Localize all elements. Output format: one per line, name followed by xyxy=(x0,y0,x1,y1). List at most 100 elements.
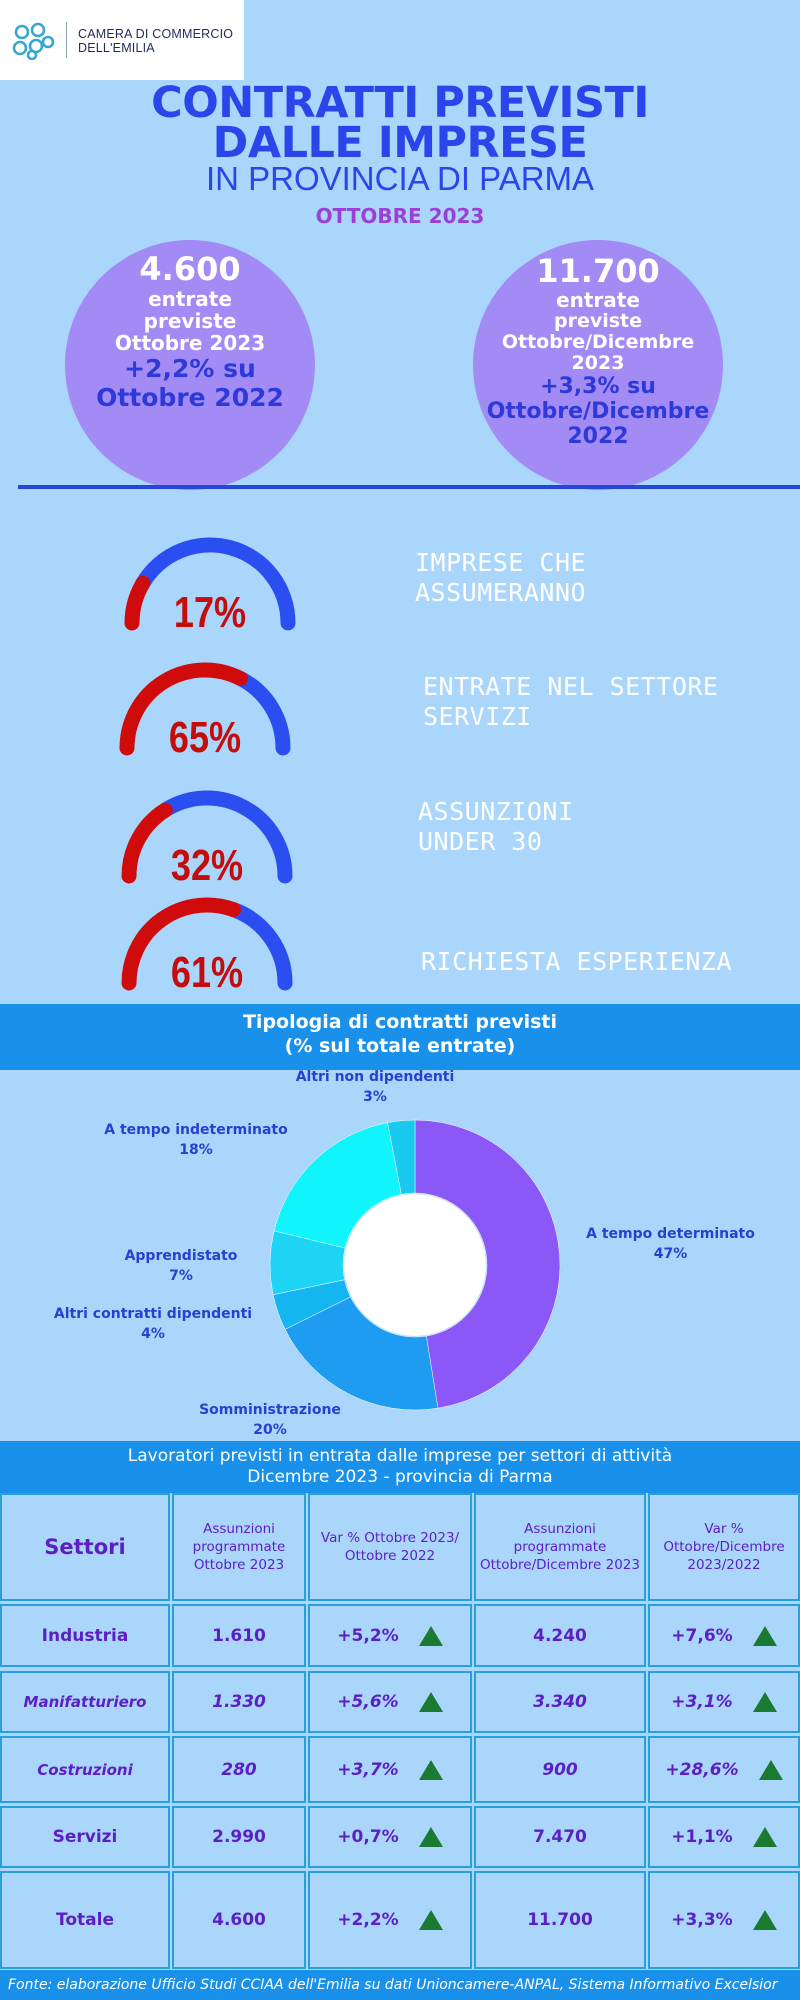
table-value-cell-text: +3,1% xyxy=(671,1692,733,1712)
gauge-filled-arc xyxy=(119,662,248,756)
table-sector-cell-text: Manifatturiero xyxy=(23,1693,147,1711)
gauge-rest-arc xyxy=(157,790,293,884)
table-header: Assunzioni programmate Ottobre/Dicembre … xyxy=(474,1493,646,1601)
table-value-cell: 3.340 xyxy=(474,1671,646,1733)
gauge-label-servizi: ENTRATE NEL SETTORE SERVIZI xyxy=(423,672,718,732)
gauge-percent: 61% xyxy=(171,948,243,995)
increase-triangle-icon xyxy=(752,1692,777,1712)
pie-label-value: 7% xyxy=(169,1268,193,1284)
table-value-cell: +1,1% xyxy=(648,1806,800,1868)
table-value-cell-text: 2.990 xyxy=(212,1827,266,1847)
pie-label-name: Altri non dipendenti xyxy=(295,1069,455,1085)
gauge-percent: 17% xyxy=(174,588,246,635)
increase-triangle-icon xyxy=(758,1759,783,1780)
table-value-cell-text: +2,2% xyxy=(337,1910,399,1930)
period-label: OTTOBRE 2023 xyxy=(315,204,485,228)
increase-triangle-icon xyxy=(418,1625,443,1646)
table-header: Var % Ottobre/Dicembre 2023/2022 xyxy=(648,1493,800,1601)
table-subtitle: Dicembre 2023 - provincia di Parma xyxy=(247,1467,553,1487)
pie-label-name: Apprendistato xyxy=(124,1248,238,1264)
title-line-2: DALLE IMPRESE xyxy=(212,118,588,168)
table-value-cell-text: 900 xyxy=(542,1759,578,1780)
kpi-value: 4.600 xyxy=(139,250,241,288)
table-header: Var % Ottobre 2023/ Ottobre 2022 xyxy=(308,1493,472,1601)
table-sector-cell: Industria xyxy=(0,1604,170,1667)
table-value-cell: 280 xyxy=(172,1736,306,1803)
table-value-cell: 4.600 xyxy=(172,1871,306,1969)
table-value-cell: +3,7% xyxy=(308,1736,472,1803)
table-header-text: Var % Ottobre 2023/ Ottobre 2022 xyxy=(320,1530,460,1564)
table-value-cell-text: +1,1% xyxy=(671,1827,733,1847)
table-value-cell: 1.610 xyxy=(172,1604,306,1667)
pie-label-altri-dipendenti: Altri contratti dipendenti 4% xyxy=(48,1304,258,1344)
logo-separator xyxy=(66,22,67,58)
pie-label-altri-non-dipendenti: Altri non dipendenti 3% xyxy=(290,1067,460,1107)
kpi-variation: Ottobre 2022 xyxy=(96,383,284,412)
title-line-3: IN PROVINCIA DI PARMA xyxy=(205,160,595,197)
kpi-variation: 2022 xyxy=(567,424,629,449)
table-value-cell-text: 11.700 xyxy=(527,1910,593,1930)
table-value-cell-text: +5,2% xyxy=(337,1625,399,1646)
table-value-cell-text: +28,6% xyxy=(665,1759,739,1780)
gauge-label-esperienza: RICHIESTA ESPERIENZA xyxy=(421,947,732,977)
pie-label-value: 47% xyxy=(653,1246,688,1262)
table-value-cell: 900 xyxy=(474,1736,646,1803)
table-value-cell-text: +0,7% xyxy=(337,1827,399,1847)
table-sector-cell-text: Servizi xyxy=(52,1827,118,1847)
table-value-cell: 2.990 xyxy=(172,1806,306,1868)
donut-hole xyxy=(344,1194,486,1336)
pie-label-value: 18% xyxy=(179,1142,213,1158)
pie-slice xyxy=(284,1296,439,1411)
gauge-label-line: IMPRESE CHE xyxy=(415,548,587,577)
pie-label-somministrazione: Somministrazione 20% xyxy=(180,1400,360,1440)
footer-source: Fonte: elaborazione Ufficio Studi CCIAA … xyxy=(0,1970,800,2000)
pie-label-indeterminato: A tempo indeterminato 18% xyxy=(96,1120,296,1160)
table-sector-cell-text: Totale xyxy=(56,1910,114,1930)
increase-triangle-icon xyxy=(418,1910,443,1930)
contracts-subtitle: (% sul totale entrate) xyxy=(284,1035,516,1057)
pie-label-determinato: A tempo determinato 47% xyxy=(578,1224,763,1264)
increase-triangle-icon xyxy=(418,1759,443,1780)
kpi-line: Ottobre/Dicembre xyxy=(501,331,695,353)
gauge-label-under30: ASSUNZIONI UNDER 30 xyxy=(418,797,574,857)
pie-slice xyxy=(387,1119,416,1195)
gauge-label-line: ENTRATE NEL SETTORE xyxy=(423,672,719,701)
contracts-title-band: Tipologia di contratti previsti (% sul t… xyxy=(0,1004,800,1070)
table-value-cell: +3,1% xyxy=(648,1671,800,1733)
gauge-filled-arc xyxy=(121,802,173,884)
gauge-label-line: ASSUMERANNO xyxy=(415,578,587,607)
increase-triangle-icon xyxy=(752,1910,777,1930)
contracts-donut-chart xyxy=(269,1119,561,1411)
table-sector-cell-text: Industria xyxy=(41,1625,129,1646)
table-value-cell-text: 280 xyxy=(221,1759,257,1780)
table-header-text: Var % Ottobre/Dicembre 2023/2022 xyxy=(663,1521,785,1573)
table-header-text: Assunzioni programmate Ottobre/Dicembre … xyxy=(480,1521,640,1573)
increase-triangle-icon xyxy=(418,1827,443,1847)
table-value-cell-text: 7.470 xyxy=(533,1827,587,1847)
pie-label-name: A tempo indeterminato xyxy=(104,1122,288,1138)
table-sector-cell: Servizi xyxy=(0,1806,170,1868)
pie-label-name: A tempo determinato xyxy=(586,1226,755,1242)
table-sector-cell: Manifatturiero xyxy=(0,1671,170,1733)
kpi-variation: Ottobre/Dicembre xyxy=(486,399,710,424)
table-value-cell: +7,6% xyxy=(648,1604,800,1667)
pie-label-value: 20% xyxy=(253,1422,287,1438)
gauge-filled-arc xyxy=(121,897,241,991)
pie-label-value: 4% xyxy=(141,1326,165,1342)
gauge-percent: 32% xyxy=(171,841,243,888)
table-sector-cell: Costruzioni xyxy=(0,1736,170,1803)
increase-triangle-icon xyxy=(418,1692,443,1712)
gauge-rest-arc xyxy=(225,902,293,991)
table-value-cell: +5,2% xyxy=(308,1604,472,1667)
logo-line-2: DELL'EMILIA xyxy=(78,41,155,55)
camera-commercio-logo-icon xyxy=(12,22,55,60)
gauge-filled-arc xyxy=(124,575,151,631)
table-value-cell: +28,6% xyxy=(648,1736,800,1803)
table-header-text: Assunzioni programmate Ottobre 2023 xyxy=(192,1521,286,1573)
gauge-under30: 32% xyxy=(121,790,293,888)
table-value-cell-text: 4.240 xyxy=(533,1625,587,1646)
table-value-cell: 1.330 xyxy=(172,1671,306,1733)
table-value-cell-text: 1.610 xyxy=(212,1625,266,1646)
table-value-cell-text: +3,3% xyxy=(671,1910,733,1930)
kpi-circle-october-december: 11.700 entrate previste Ottobre/Dicembre… xyxy=(473,240,723,490)
